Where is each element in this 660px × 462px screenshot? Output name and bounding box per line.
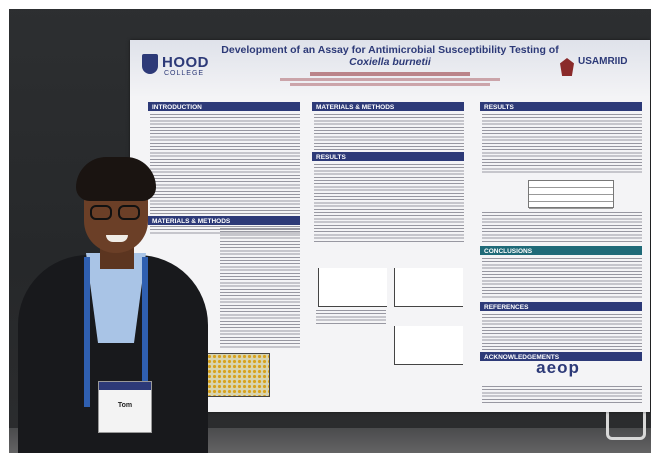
aeop-logo: aeop	[536, 358, 580, 377]
poster-title: Development of an Assay for Antimicrobia…	[200, 44, 580, 68]
lanyard-left	[84, 257, 90, 407]
results-middle-text	[314, 164, 464, 244]
section-materials-methods-left: MATERIALS & METHODS	[148, 216, 300, 225]
logo-right: USAMRIID	[578, 56, 628, 67]
section-references: REFERENCES	[480, 302, 642, 311]
results-chart-3	[394, 326, 463, 365]
shield-icon	[142, 54, 158, 74]
poster-title-line2: Coxiella burnetii	[349, 56, 431, 68]
section-acknowledgements: ACKNOWLEDGEMENTS	[480, 352, 642, 361]
section-results-middle: RESULTS	[312, 152, 464, 161]
introduction-text	[150, 114, 300, 234]
hood-college-logo: HOOD COLLEGE	[142, 54, 222, 80]
hair	[76, 157, 156, 201]
acknowledgements-text	[482, 386, 642, 404]
results-chart-2	[394, 268, 463, 307]
section-introduction: INTRODUCTION	[148, 102, 300, 111]
name-badge: Tom	[98, 381, 152, 433]
results-right-text	[482, 114, 642, 174]
materials-methods-left-text	[220, 228, 300, 348]
research-poster: HOOD COLLEGE Development of an Assay for…	[130, 40, 650, 412]
results-middle-caption	[316, 310, 386, 324]
results-table	[528, 180, 614, 209]
poster-title-line1: Development of an Assay for Antimicrobia…	[221, 44, 559, 56]
conclusions-text	[482, 258, 642, 298]
section-results-right: RESULTS	[480, 102, 642, 111]
presenter: Tom	[18, 145, 268, 455]
results-right-text-2	[482, 212, 642, 244]
badge-text: Tom	[117, 402, 133, 409]
smile	[106, 235, 128, 242]
poster-authors	[280, 70, 500, 88]
glasses-left	[90, 205, 112, 220]
section-materials-methods-top: MATERIALS & METHODS	[312, 102, 464, 111]
results-chart-1	[318, 268, 387, 307]
glasses-right	[118, 205, 140, 220]
logo-left-line2: COLLEGE	[164, 70, 205, 77]
usamriid-logo: USAMRIID	[560, 54, 646, 94]
emblem-icon	[560, 58, 574, 76]
logo-left-line1: HOOD	[162, 54, 209, 71]
section-conclusions: CONCLUSIONS	[480, 246, 642, 255]
materials-methods-top-text	[314, 114, 464, 150]
lanyard-right	[142, 257, 148, 407]
references-text	[482, 314, 642, 350]
